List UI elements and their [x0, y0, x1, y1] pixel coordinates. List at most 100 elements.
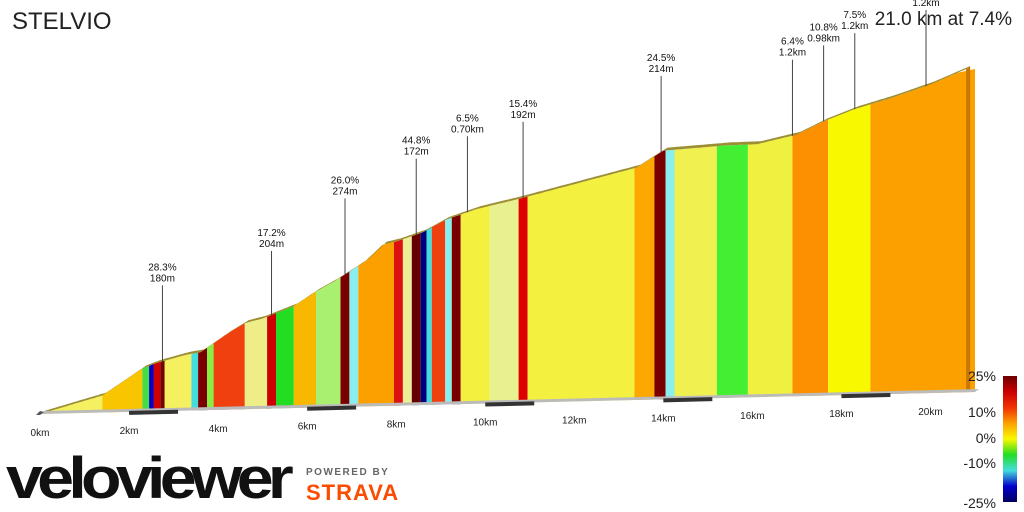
legend-label: 25% [968, 368, 996, 384]
gradient-annotation: 6.5%0.70km [451, 113, 484, 213]
x-tick-label: 4km [209, 424, 228, 435]
gradient-segment-28 [489, 198, 519, 404]
gradient-segment-4 [153, 361, 161, 412]
gradient-annotation: 6.4%1.2km [779, 37, 806, 136]
km-band-18 [841, 392, 891, 399]
gradient-segment-23 [426, 227, 432, 405]
profile-ridge [40, 66, 971, 414]
climb-summary: 21.0 km at 7.4% [874, 9, 1012, 30]
gradient-segment-22 [420, 230, 427, 405]
axis-origin-cap [36, 411, 44, 415]
x-tick-label: 16km [740, 411, 764, 422]
gradient-annotation: 10.8%0.98km [807, 22, 840, 122]
x-tick-label: 8km [387, 420, 406, 431]
gradient-annotation: 17.2%204m [257, 228, 286, 315]
annotation-grade: 44.8% [402, 136, 430, 147]
chart-title: STELVIO [12, 8, 112, 35]
gradient-segment-17 [349, 265, 359, 407]
powered-by-strava: POWERED BY STRAVA [306, 467, 399, 506]
gradient-segment-34 [674, 146, 717, 400]
gradient-segment-37 [792, 119, 829, 397]
strava-wordmark: STRAVA [306, 480, 400, 505]
legend-label: -25% [963, 495, 996, 511]
distance-axis-base [40, 389, 979, 414]
gradient-segment-36 [747, 135, 793, 398]
gradient-segment-25 [445, 217, 452, 405]
distance-axis: 0km 2km 4km 6km 8km 10km 12km 14km 16km 18km 20km [31, 389, 979, 439]
annotation-grade: 26.0% [331, 175, 359, 186]
annotation-length: 204m [259, 239, 284, 250]
legend-label: 0% [976, 430, 996, 446]
veloviewer-logo-text: veloviewer [6, 452, 293, 508]
gradient-segment-5 [160, 360, 165, 412]
gradient-segment-10 [213, 323, 245, 410]
gradient-segment-13 [276, 306, 294, 409]
annotation-grade: 15.4% [509, 99, 537, 110]
annotation-grade: 6.4% [781, 37, 804, 48]
gradient-segment-6 [164, 353, 192, 412]
x-tick-label: 12km [562, 415, 586, 426]
profile-outline [40, 66, 971, 414]
gradient-segment-38 [828, 104, 871, 396]
x-tick-label: 6km [298, 422, 317, 433]
annotation-length: 172m [404, 147, 429, 158]
gradient-segment-16 [340, 271, 350, 407]
annotation-length: 214m [649, 64, 674, 75]
km-band-6 [307, 405, 357, 411]
gradient-annotation: 10.5%1.2km [912, 0, 940, 86]
annotation-length: 274m [332, 186, 357, 197]
gradient-segment-20 [402, 236, 412, 406]
gradient-segment-27 [460, 205, 490, 405]
legend-label: -10% [963, 455, 996, 471]
gradient-annotation: 15.4%192m [509, 99, 537, 198]
x-tick-label: 18km [829, 409, 853, 420]
km-band-2 [129, 409, 179, 415]
gradient-segment-3 [149, 364, 154, 412]
annotation-grade: 10.8% [809, 22, 837, 33]
km-band-14 [663, 397, 713, 403]
profile-end-face [966, 66, 971, 393]
gradient-segments [40, 69, 975, 414]
gradient-annotation: 28.3%180m [148, 262, 177, 362]
gradient-segment-11 [244, 316, 268, 410]
gradient-segment-12 [267, 313, 276, 409]
gradient-segment-15 [316, 277, 341, 408]
gradient-segment-24 [431, 220, 446, 405]
gradient-segment-14 [293, 291, 316, 408]
annotation-grade: 6.5% [456, 113, 479, 124]
gradient-annotation: 44.8%172m [402, 136, 431, 235]
x-tick-label: 2km [120, 426, 139, 437]
x-tick-label: 10km [473, 418, 497, 429]
gradient-segment-19 [394, 239, 403, 406]
km-band-10 [485, 401, 535, 407]
gradient-segment-8 [198, 347, 207, 411]
veloviewer-logo: veloviewer [6, 452, 296, 508]
gradient-segment-18 [358, 242, 394, 407]
x-tick-label: 20km [918, 407, 942, 418]
gradient-legend-bar [1003, 376, 1017, 502]
gradient-annotations: 28.3%180m 17.2%204m 26.0%274m 44.8%172m 6.5%… [148, 0, 940, 362]
annotation-length: 0.98km [807, 33, 840, 44]
annotation-grade: 28.3% [148, 262, 176, 273]
annotation-length: 192m [511, 110, 536, 121]
annotation-length: 180m [150, 273, 175, 284]
gradient-segment-9 [207, 343, 214, 411]
powered-by-label: POWERED BY [306, 467, 390, 478]
annotation-length: 1.2km [912, 0, 939, 9]
annotation-length: 0.70km [451, 124, 484, 135]
gradient-segment-7 [191, 352, 199, 411]
gradient-segment-39 [870, 69, 975, 395]
gradient-segment-26 [451, 214, 461, 405]
gradient-segment-30 [527, 168, 635, 403]
gradient-legend: 25% 10% 0% -10% -25% [963, 368, 1017, 511]
gradient-annotation: 26.0%274m [331, 175, 359, 275]
gradient-segment-31 [634, 156, 655, 400]
gradient-segment-35 [716, 144, 748, 399]
gradient-segment-2 [142, 365, 150, 412]
gradient-annotation: 24.5%214m [647, 53, 675, 153]
gradient-segment-32 [654, 150, 666, 400]
gradient-segment-21 [411, 233, 421, 406]
x-tick-label: 0km [31, 428, 50, 439]
annotation-length: 1.2km [841, 21, 868, 32]
